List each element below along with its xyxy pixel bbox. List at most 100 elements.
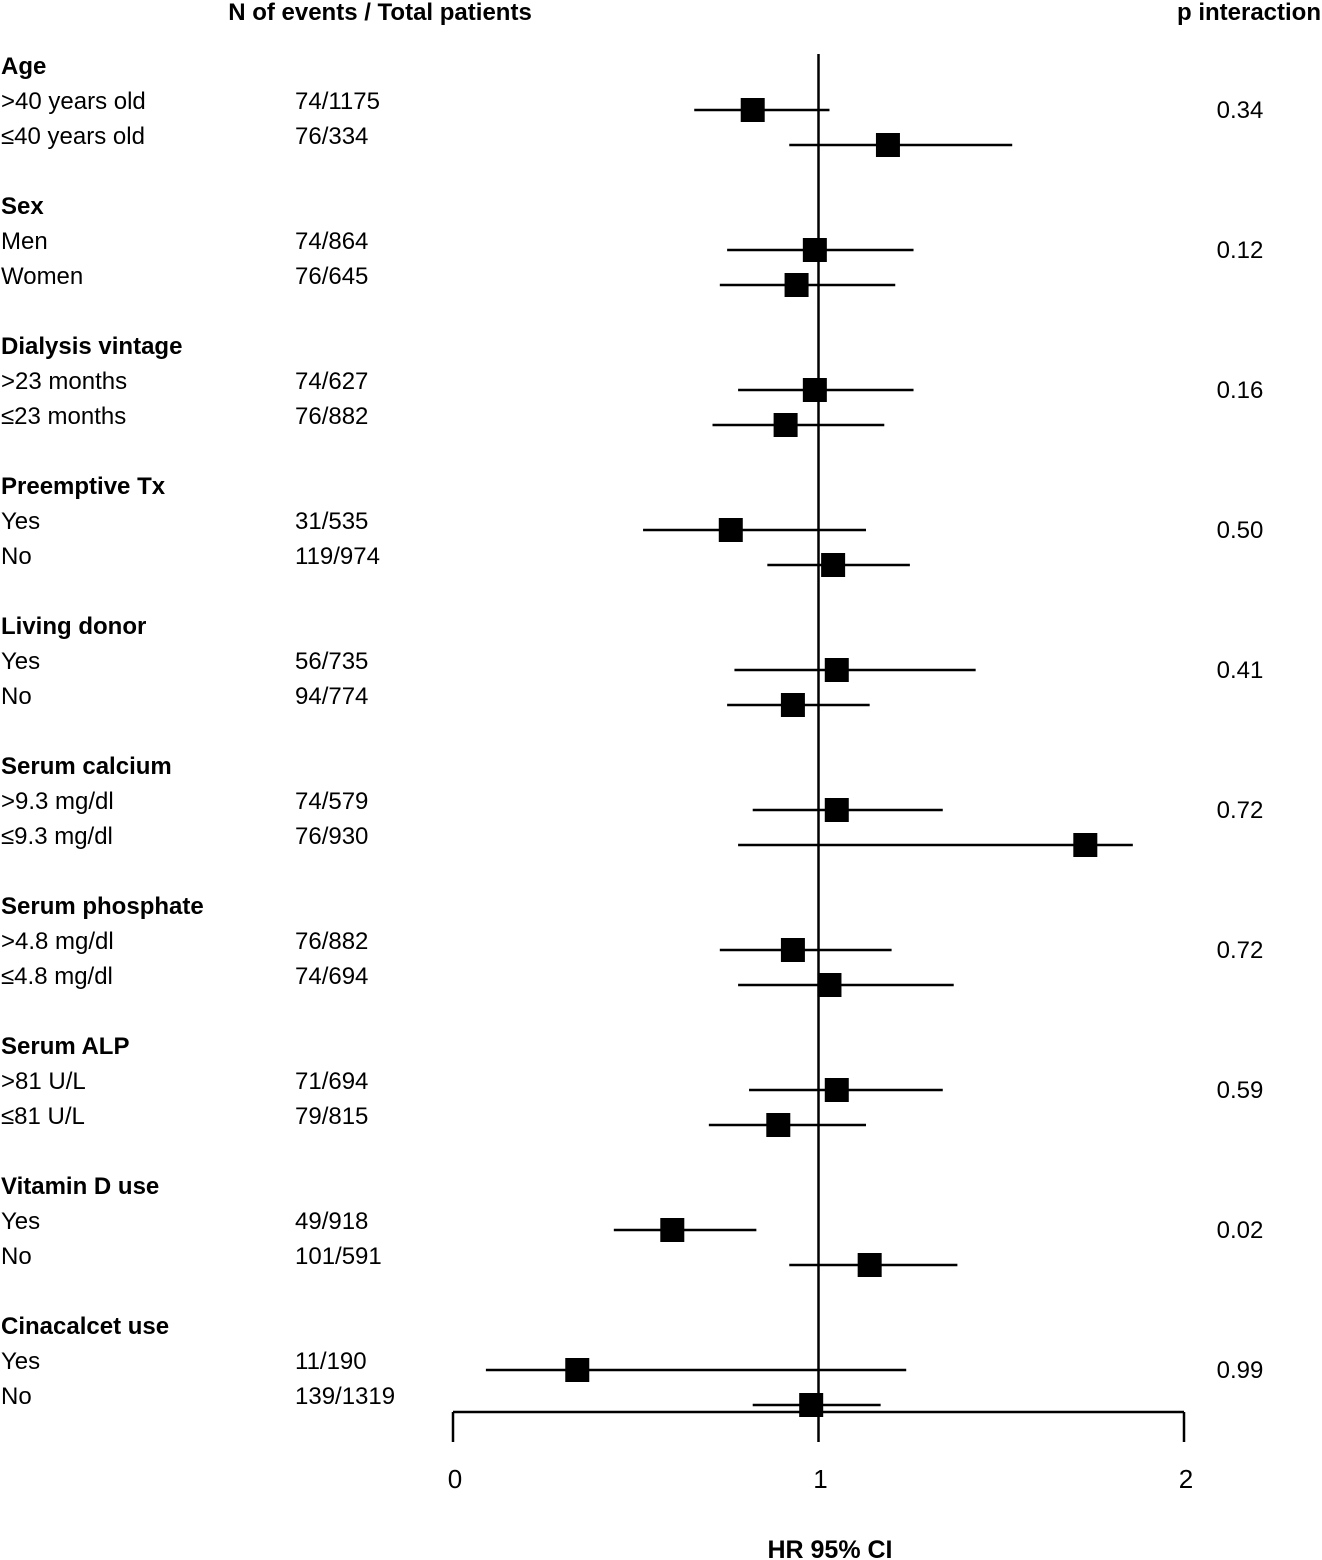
p-interaction-value: 0.50: [1217, 517, 1264, 544]
subgroup-title: Serum ALP: [1, 1033, 129, 1060]
hr-marker: [875, 133, 900, 157]
p-interaction-value: 0.34: [1217, 97, 1264, 124]
hr-marker: [780, 693, 805, 717]
row-label: Men: [1, 228, 48, 255]
x-axis-label: HR 95% CI: [767, 1536, 892, 1560]
row-events: 139/1319: [295, 1383, 395, 1410]
row-events: 79/815: [295, 1103, 368, 1130]
subgroup-row: ≤4.8 mg/dl 74/694: [1, 963, 954, 997]
subgroup: Cinacalcet use Yes 11/190 No 139/1319 0.99: [1, 1313, 1263, 1417]
hr-marker: [784, 273, 809, 297]
row-label: >40 years old: [1, 88, 146, 115]
row-events: 101/591: [295, 1243, 382, 1270]
subgroup-row: Yes 31/535: [1, 508, 867, 542]
row-label: No: [1, 683, 32, 710]
row-events: 74/694: [295, 963, 368, 990]
subgroup: Living donor Yes 56/735 No 94/774 0.41: [1, 613, 1263, 717]
hr-marker: [821, 553, 846, 577]
subgroup-title: Living donor: [1, 613, 146, 640]
subgroup-row: >4.8 mg/dl 76/882: [1, 928, 892, 962]
hr-marker: [802, 238, 827, 262]
row-label: ≤81 U/L: [1, 1103, 85, 1130]
row-label: >81 U/L: [1, 1068, 86, 1095]
subgroup-title: Cinacalcet use: [1, 1313, 169, 1340]
hr-marker: [740, 98, 765, 122]
subgroup-title: Age: [1, 53, 46, 80]
row-events: 71/694: [295, 1068, 368, 1095]
row-label: Yes: [1, 508, 40, 535]
row-label: >23 months: [1, 368, 127, 395]
p-interaction-header: p interaction: [1177, 0, 1321, 26]
row-events: 76/930: [295, 823, 368, 850]
subgroup-row: >40 years old 74/1175: [1, 88, 830, 122]
x-tick-label: 2: [1179, 1464, 1193, 1494]
row-events: 76/882: [295, 928, 368, 955]
subgroup-title: Sex: [1, 193, 44, 220]
row-label: ≤4.8 mg/dl: [1, 963, 113, 990]
subgroup-title: Serum phosphate: [1, 893, 204, 920]
subgroup-row: ≤81 U/L 79/815: [1, 1103, 867, 1137]
row-label: Women: [1, 263, 83, 290]
row-label: >9.3 mg/dl: [1, 788, 114, 815]
p-interaction-value: 0.72: [1217, 937, 1264, 964]
row-events: 74/579: [295, 788, 368, 815]
hr-marker: [824, 1078, 849, 1102]
events-column-header: N of events / Total patients: [228, 0, 532, 26]
row-events: 74/864: [295, 228, 368, 255]
hr-marker: [780, 938, 805, 962]
subgroup-row: No 119/974: [1, 543, 910, 577]
row-label: Yes: [1, 1348, 40, 1375]
subgroup: Preemptive Tx Yes 31/535 No 119/974 0.50: [1, 473, 1263, 577]
subgroup-title: Preemptive Tx: [1, 473, 166, 500]
row-label: No: [1, 1243, 32, 1270]
subgroup-row: ≤23 months 76/882: [1, 403, 885, 437]
hr-marker: [824, 798, 849, 822]
hr-marker: [802, 378, 827, 402]
x-axis: 0 1 2: [448, 1410, 1193, 1494]
subgroup-row: Men 74/864: [1, 228, 914, 262]
row-label: Yes: [1, 648, 40, 675]
row-events: 76/645: [295, 263, 368, 290]
row-events: 76/334: [295, 123, 368, 150]
subgroup-row: ≤9.3 mg/dl 76/930: [1, 823, 1133, 857]
p-interaction-value: 0.16: [1217, 377, 1264, 404]
hr-marker: [660, 1218, 685, 1242]
subgroup: Dialysis vintage >23 months 74/627 ≤23 mont…: [1, 333, 1263, 437]
row-label: No: [1, 543, 32, 570]
row-label: ≤23 months: [1, 403, 126, 430]
row-events: 119/974: [295, 543, 380, 570]
subgroup-row: No 101/591: [1, 1243, 958, 1277]
subgroup-row: Yes 49/918: [1, 1208, 757, 1242]
p-interaction-value: 0.72: [1217, 797, 1264, 824]
row-events: 49/918: [295, 1208, 368, 1235]
subgroup-row: Yes 56/735: [1, 648, 976, 682]
subgroup: Serum phosphate >4.8 mg/dl 76/882 ≤4.8 mg/d…: [1, 893, 1263, 997]
subgroup-title: Dialysis vintage: [1, 333, 182, 360]
hr-marker: [565, 1358, 590, 1382]
row-events: 31/535: [295, 508, 368, 535]
row-label: No: [1, 1383, 32, 1410]
subgroup-row: No 94/774: [1, 683, 870, 717]
subgroup-title: Serum calcium: [1, 753, 172, 780]
subgroup-title: Vitamin D use: [1, 1173, 159, 1200]
p-interaction-value: 0.41: [1217, 657, 1264, 684]
hr-marker: [773, 413, 798, 437]
hr-marker: [857, 1253, 882, 1277]
subgroup-row: >81 U/L 71/694: [1, 1068, 943, 1102]
row-events: 56/735: [295, 648, 368, 675]
row-events: 76/882: [295, 403, 368, 430]
row-events: 94/774: [295, 683, 368, 710]
row-events: 11/190: [295, 1348, 367, 1375]
row-label: Yes: [1, 1208, 40, 1235]
row-events: 74/1175: [295, 88, 380, 115]
subgroup: Sex Men 74/864 Women 76/645 0.12: [1, 193, 1263, 297]
subgroup: Vitamin D use Yes 49/918 No 101/591 0.02: [1, 1173, 1263, 1277]
hr-marker: [718, 518, 743, 542]
hr-marker: [766, 1113, 791, 1137]
hr-marker: [824, 658, 849, 682]
row-label: ≤9.3 mg/dl: [1, 823, 113, 850]
row-label: >4.8 mg/dl: [1, 928, 114, 955]
forest-rows: Age >40 years old 74/1175 ≤40 years old 76/3…: [1, 53, 1263, 1417]
p-interaction-value: 0.59: [1217, 1077, 1264, 1104]
